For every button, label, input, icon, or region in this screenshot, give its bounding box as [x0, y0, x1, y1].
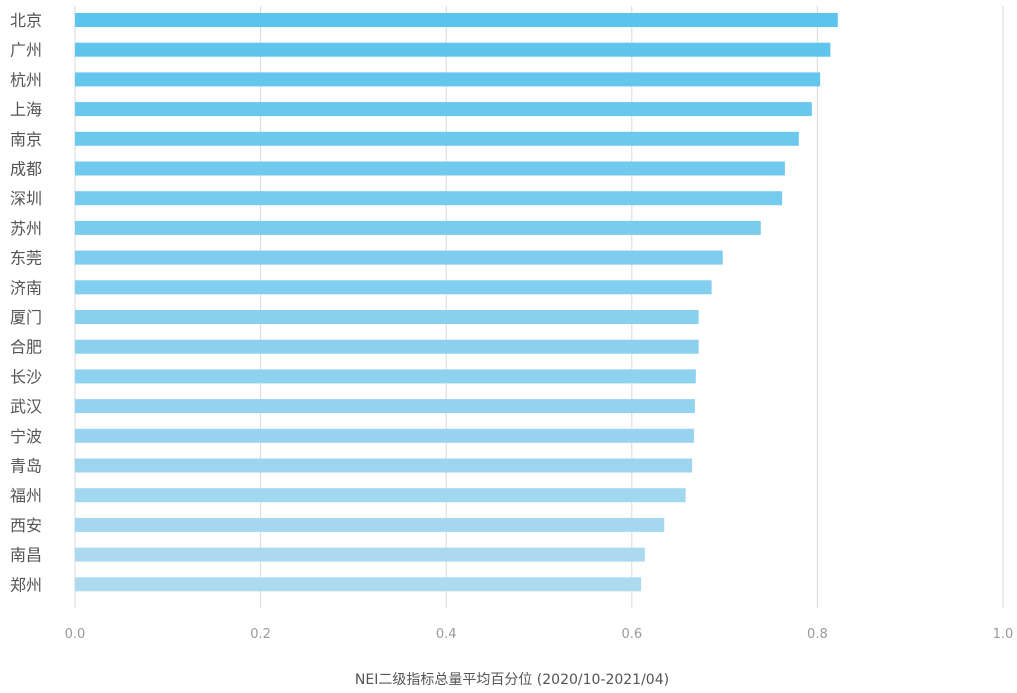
x-tick-label: 1.0	[993, 627, 1014, 642]
category-label: 厦门	[10, 308, 42, 327]
bar	[75, 72, 821, 87]
bar	[75, 13, 838, 27]
bar	[75, 191, 783, 206]
category-label: 济南	[10, 278, 42, 297]
category-label: 北京	[10, 11, 42, 30]
x-tick-label: 0.6	[621, 627, 642, 642]
category-label: 苏州	[10, 219, 42, 238]
x-tick-label: 0.2	[250, 627, 271, 642]
category-label: 南京	[10, 130, 42, 149]
bar	[75, 280, 712, 295]
category-label: 西安	[10, 516, 42, 535]
category-label: 青岛	[10, 457, 42, 476]
x-axis-title: NEI二级指标总量平均百分位 (2020/10-2021/04)	[355, 672, 669, 688]
category-label: 郑州	[10, 575, 42, 594]
x-tick-labels: 0.0 0.2 0.4 0.6 0.8 1.0	[65, 627, 1014, 642]
category-label: 东莞	[10, 249, 42, 268]
x-tick-label: 0.4	[436, 627, 457, 642]
bar	[75, 339, 699, 354]
bar	[75, 458, 693, 473]
category-label: 南昌	[10, 546, 42, 565]
gridlines	[74, 6, 1004, 608]
bar	[75, 220, 761, 235]
bar	[75, 547, 645, 562]
category-label: 合肥	[10, 338, 42, 357]
bar	[75, 428, 694, 443]
bar	[75, 310, 699, 324]
x-tick-label: 0.0	[65, 627, 86, 642]
category-label: 长沙	[10, 367, 42, 386]
category-label: 杭州	[10, 70, 42, 89]
category-label: 武汉	[10, 397, 42, 416]
bar	[75, 102, 812, 117]
bar	[75, 577, 642, 592]
category-label: 宁波	[10, 427, 42, 446]
bar	[75, 42, 831, 57]
category-label: 广州	[10, 41, 42, 60]
category-label: 上海	[10, 100, 42, 119]
bar	[75, 517, 665, 532]
bar	[75, 369, 696, 384]
bar	[75, 131, 799, 146]
category-label: 福州	[10, 486, 42, 505]
bar	[75, 250, 723, 265]
bar	[75, 399, 695, 414]
category-label: 深圳	[10, 189, 42, 208]
category-label: 成都	[10, 160, 42, 179]
bar	[75, 161, 785, 176]
bar	[75, 488, 686, 503]
x-tick-label: 0.8	[807, 627, 828, 642]
bars	[75, 13, 838, 592]
